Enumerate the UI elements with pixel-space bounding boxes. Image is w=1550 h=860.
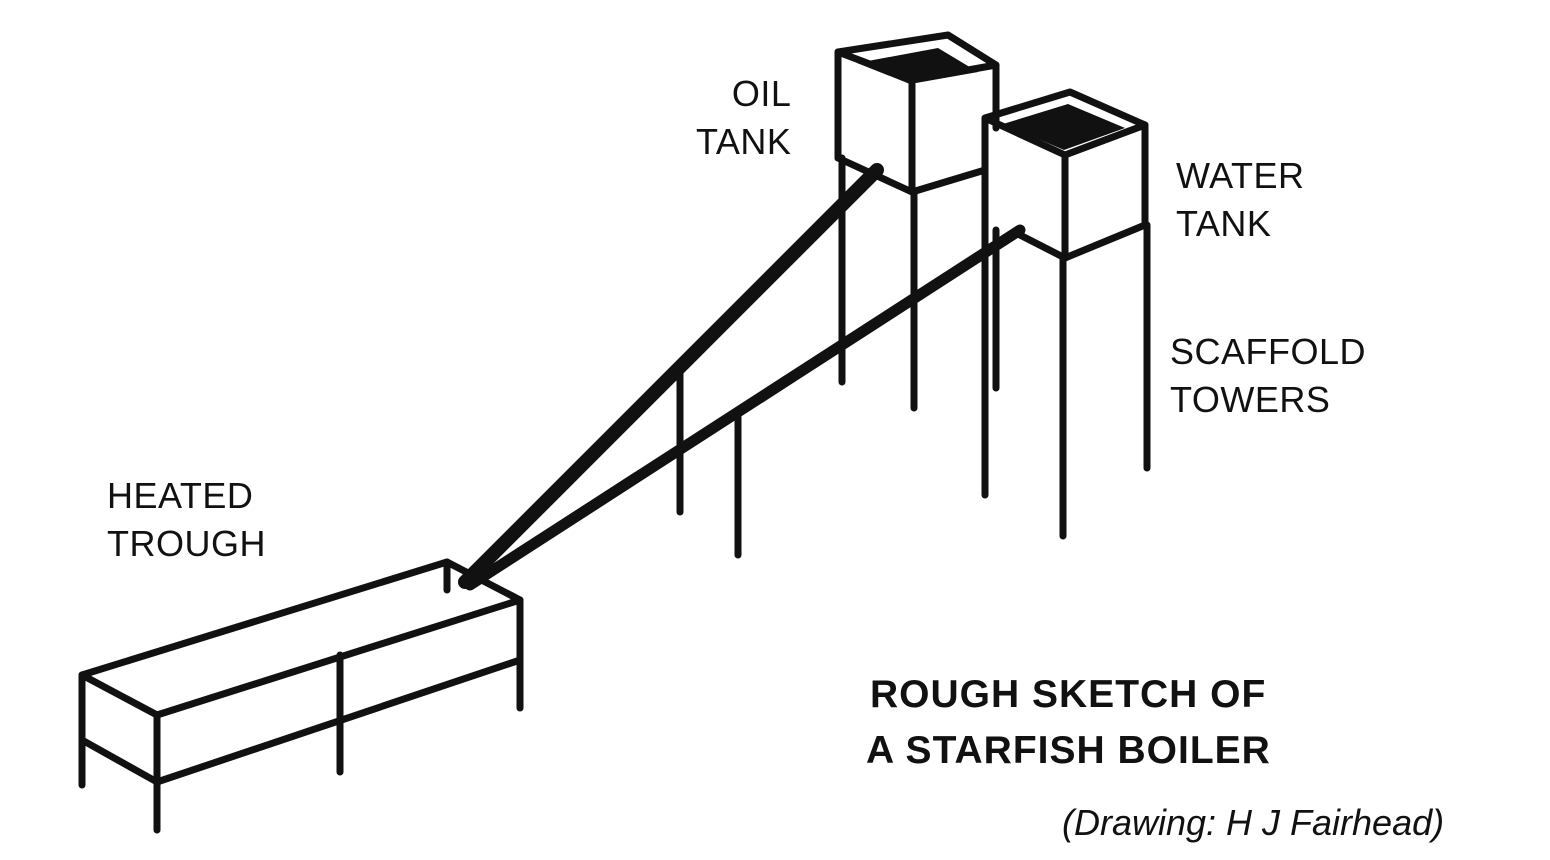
oil-tank-label-line1: OIL bbox=[731, 73, 792, 114]
water-tank-label-line2: TANK bbox=[1176, 203, 1272, 244]
water-tank-label: WATER TANK bbox=[1176, 152, 1304, 248]
water-pipe bbox=[464, 224, 1026, 591]
heated-trough-label: HEATED TROUGH bbox=[107, 472, 266, 568]
water-tank-bottom bbox=[1016, 221, 1149, 262]
drawing-credit: (Drawing: H J Fairhead) bbox=[1062, 802, 1445, 843]
oil-tank-label: OIL TANK bbox=[696, 70, 791, 166]
oil-tank-liquid bbox=[857, 48, 978, 84]
sketch-title: ROUGH SKETCH OF A STARFISH BOILER bbox=[866, 667, 1271, 779]
oil-tank-tower bbox=[834, 31, 1000, 412]
water-tank-liquid bbox=[1003, 104, 1125, 150]
sketch-title-line1: ROUGH SKETCH OF bbox=[870, 673, 1267, 716]
heated-trough-label-line2: TROUGH bbox=[107, 523, 266, 564]
scaffold-towers-label-line1: SCAFFOLD bbox=[1170, 331, 1367, 372]
sketch-title-line2: A STARFISH BOILER bbox=[866, 729, 1271, 772]
water-tank-tower bbox=[981, 88, 1151, 540]
oil-tank-label-line2: TANK bbox=[696, 121, 792, 162]
scaffold-towers-label: SCAFFOLD TOWERS bbox=[1170, 328, 1366, 424]
trough-bottom-edge bbox=[153, 656, 524, 786]
oil-pipe bbox=[458, 163, 884, 589]
scaffold-towers-label-line2: TOWERS bbox=[1170, 379, 1331, 420]
heated-trough-label-line1: HEATED bbox=[107, 475, 254, 516]
supply-pipes bbox=[458, 163, 1026, 591]
heated-trough bbox=[78, 558, 524, 834]
trough-top-rim bbox=[78, 558, 524, 719]
water-tank-label-line1: WATER bbox=[1176, 155, 1305, 196]
